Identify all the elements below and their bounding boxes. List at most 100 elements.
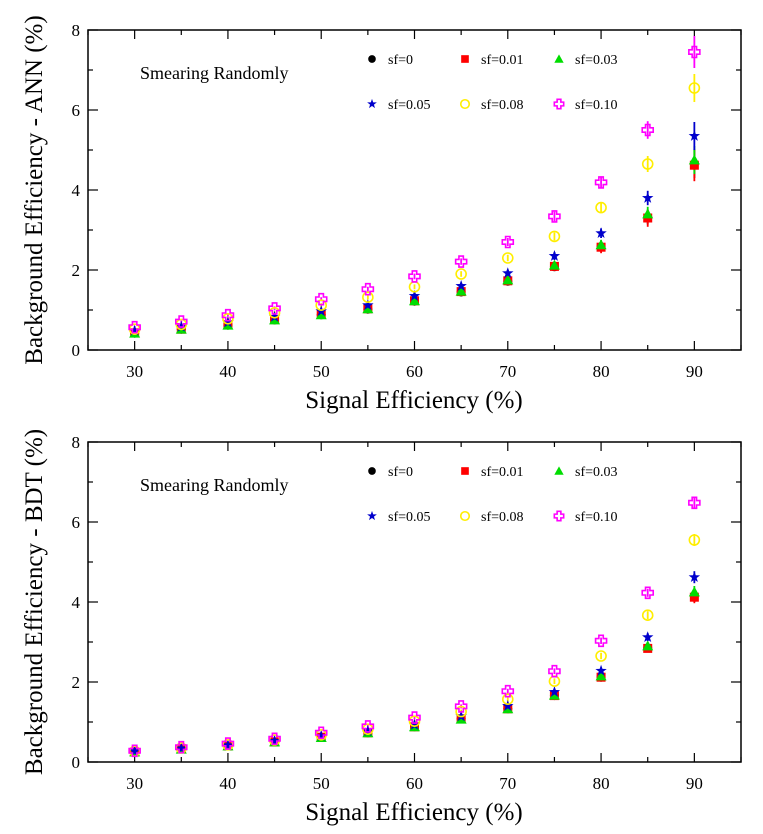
x-tick-label: 30 bbox=[126, 774, 143, 793]
data-point bbox=[408, 711, 421, 724]
data-point bbox=[455, 705, 467, 718]
data-point bbox=[408, 270, 421, 283]
data-point bbox=[642, 192, 654, 203]
data-point bbox=[314, 292, 328, 306]
data-point bbox=[688, 534, 701, 546]
legend-label: sf=0.05 bbox=[388, 510, 431, 525]
ann-annotation: Smearing Randomly bbox=[140, 63, 288, 83]
data-point bbox=[268, 306, 281, 319]
data-point bbox=[501, 693, 514, 706]
data-point bbox=[548, 250, 561, 261]
legend-marker bbox=[554, 466, 564, 475]
data-point bbox=[314, 726, 328, 740]
data-point bbox=[548, 689, 560, 700]
data-point bbox=[501, 235, 515, 249]
legend-marker bbox=[459, 98, 471, 110]
data-point bbox=[642, 208, 654, 219]
legend-label: sf=0.03 bbox=[575, 465, 618, 480]
data-point bbox=[362, 303, 374, 314]
data-point bbox=[222, 739, 234, 751]
data-point bbox=[594, 176, 608, 189]
data-point bbox=[454, 255, 468, 268]
data-point bbox=[642, 640, 654, 651]
data-point bbox=[688, 586, 700, 597]
data-point bbox=[502, 274, 514, 285]
data-point bbox=[221, 737, 235, 750]
data-point bbox=[362, 291, 374, 304]
y-tick-label: 4 bbox=[72, 593, 81, 612]
legend-label: sf=0.08 bbox=[481, 510, 524, 525]
legend-label: sf=0 bbox=[388, 53, 413, 68]
legend-marker bbox=[461, 55, 469, 63]
ann-legend: sf=0 sf=0.01 sf=0.03 sf=0.05 sf=0.08 sf=0.10 bbox=[367, 53, 618, 113]
data-point bbox=[174, 740, 188, 754]
data-point bbox=[409, 295, 420, 306]
data-point bbox=[595, 664, 607, 676]
data-point bbox=[548, 230, 561, 243]
data-point bbox=[502, 267, 514, 279]
data-point bbox=[641, 586, 655, 600]
data-point bbox=[315, 299, 328, 312]
legend-label: sf=0.10 bbox=[575, 98, 618, 113]
legend-marker bbox=[554, 54, 564, 63]
legend-label: sf=0.05 bbox=[388, 98, 431, 113]
x-tick-label: 60 bbox=[406, 774, 423, 793]
data-point bbox=[595, 650, 607, 662]
x-tick-label: 90 bbox=[686, 774, 703, 793]
data-point bbox=[315, 309, 327, 320]
legend-marker bbox=[553, 510, 565, 522]
x-tick-label: 50 bbox=[313, 774, 330, 793]
bdt-data-points bbox=[128, 496, 701, 758]
x-tick-label: 50 bbox=[313, 362, 330, 381]
x-tick-label: 90 bbox=[686, 362, 703, 381]
data-point bbox=[455, 285, 467, 296]
data-point bbox=[548, 686, 561, 697]
bdt-y-axis-label: Background Efficiency - BDT (%) bbox=[21, 429, 48, 775]
data-point bbox=[548, 259, 560, 270]
data-point bbox=[595, 239, 607, 250]
data-point bbox=[269, 314, 281, 325]
data-point bbox=[408, 718, 421, 730]
y-tick-label: 8 bbox=[72, 21, 81, 40]
data-point bbox=[315, 730, 327, 741]
legend-label: sf=0.10 bbox=[575, 510, 618, 525]
data-point bbox=[222, 312, 234, 325]
ann-y-axis-label: Background Efficiency - ANN (%) bbox=[21, 15, 48, 364]
ann-x-axis-label: Signal Efficiency (%) bbox=[305, 387, 523, 414]
legend-label: sf=0.01 bbox=[481, 53, 524, 68]
data-point bbox=[595, 227, 607, 239]
legend-marker bbox=[461, 467, 469, 475]
data-point bbox=[408, 715, 421, 728]
x-tick-label: 40 bbox=[219, 774, 236, 793]
legend-label: sf=0.01 bbox=[481, 465, 524, 480]
bdt-axis-ticks: 30 40 50 60 70 80 90 0 2 4 6 8 bbox=[72, 433, 742, 793]
y-tick-label: 0 bbox=[72, 341, 81, 360]
data-point bbox=[362, 725, 374, 737]
data-point bbox=[641, 158, 654, 170]
data-point bbox=[268, 734, 281, 746]
data-point bbox=[268, 732, 281, 746]
legend-label: sf=0.08 bbox=[481, 98, 524, 113]
data-point bbox=[361, 720, 375, 733]
data-point bbox=[595, 201, 607, 214]
ann-data-points bbox=[128, 45, 701, 338]
data-point bbox=[641, 609, 654, 622]
data-point bbox=[128, 745, 141, 757]
x-tick-label: 40 bbox=[219, 362, 236, 381]
y-tick-label: 6 bbox=[72, 513, 81, 532]
y-tick-label: 8 bbox=[72, 433, 81, 452]
data-point bbox=[548, 664, 561, 678]
legend-marker bbox=[368, 467, 376, 475]
legend-marker bbox=[553, 98, 565, 110]
data-point bbox=[501, 684, 515, 698]
legend-marker bbox=[367, 510, 377, 521]
data-point bbox=[502, 700, 514, 711]
data-point bbox=[688, 82, 701, 94]
data-point bbox=[689, 160, 699, 170]
bdt-error-bars bbox=[133, 496, 696, 753]
legend-marker bbox=[459, 510, 471, 522]
data-point bbox=[268, 302, 281, 315]
data-point bbox=[174, 315, 188, 328]
y-tick-label: 0 bbox=[72, 753, 81, 772]
